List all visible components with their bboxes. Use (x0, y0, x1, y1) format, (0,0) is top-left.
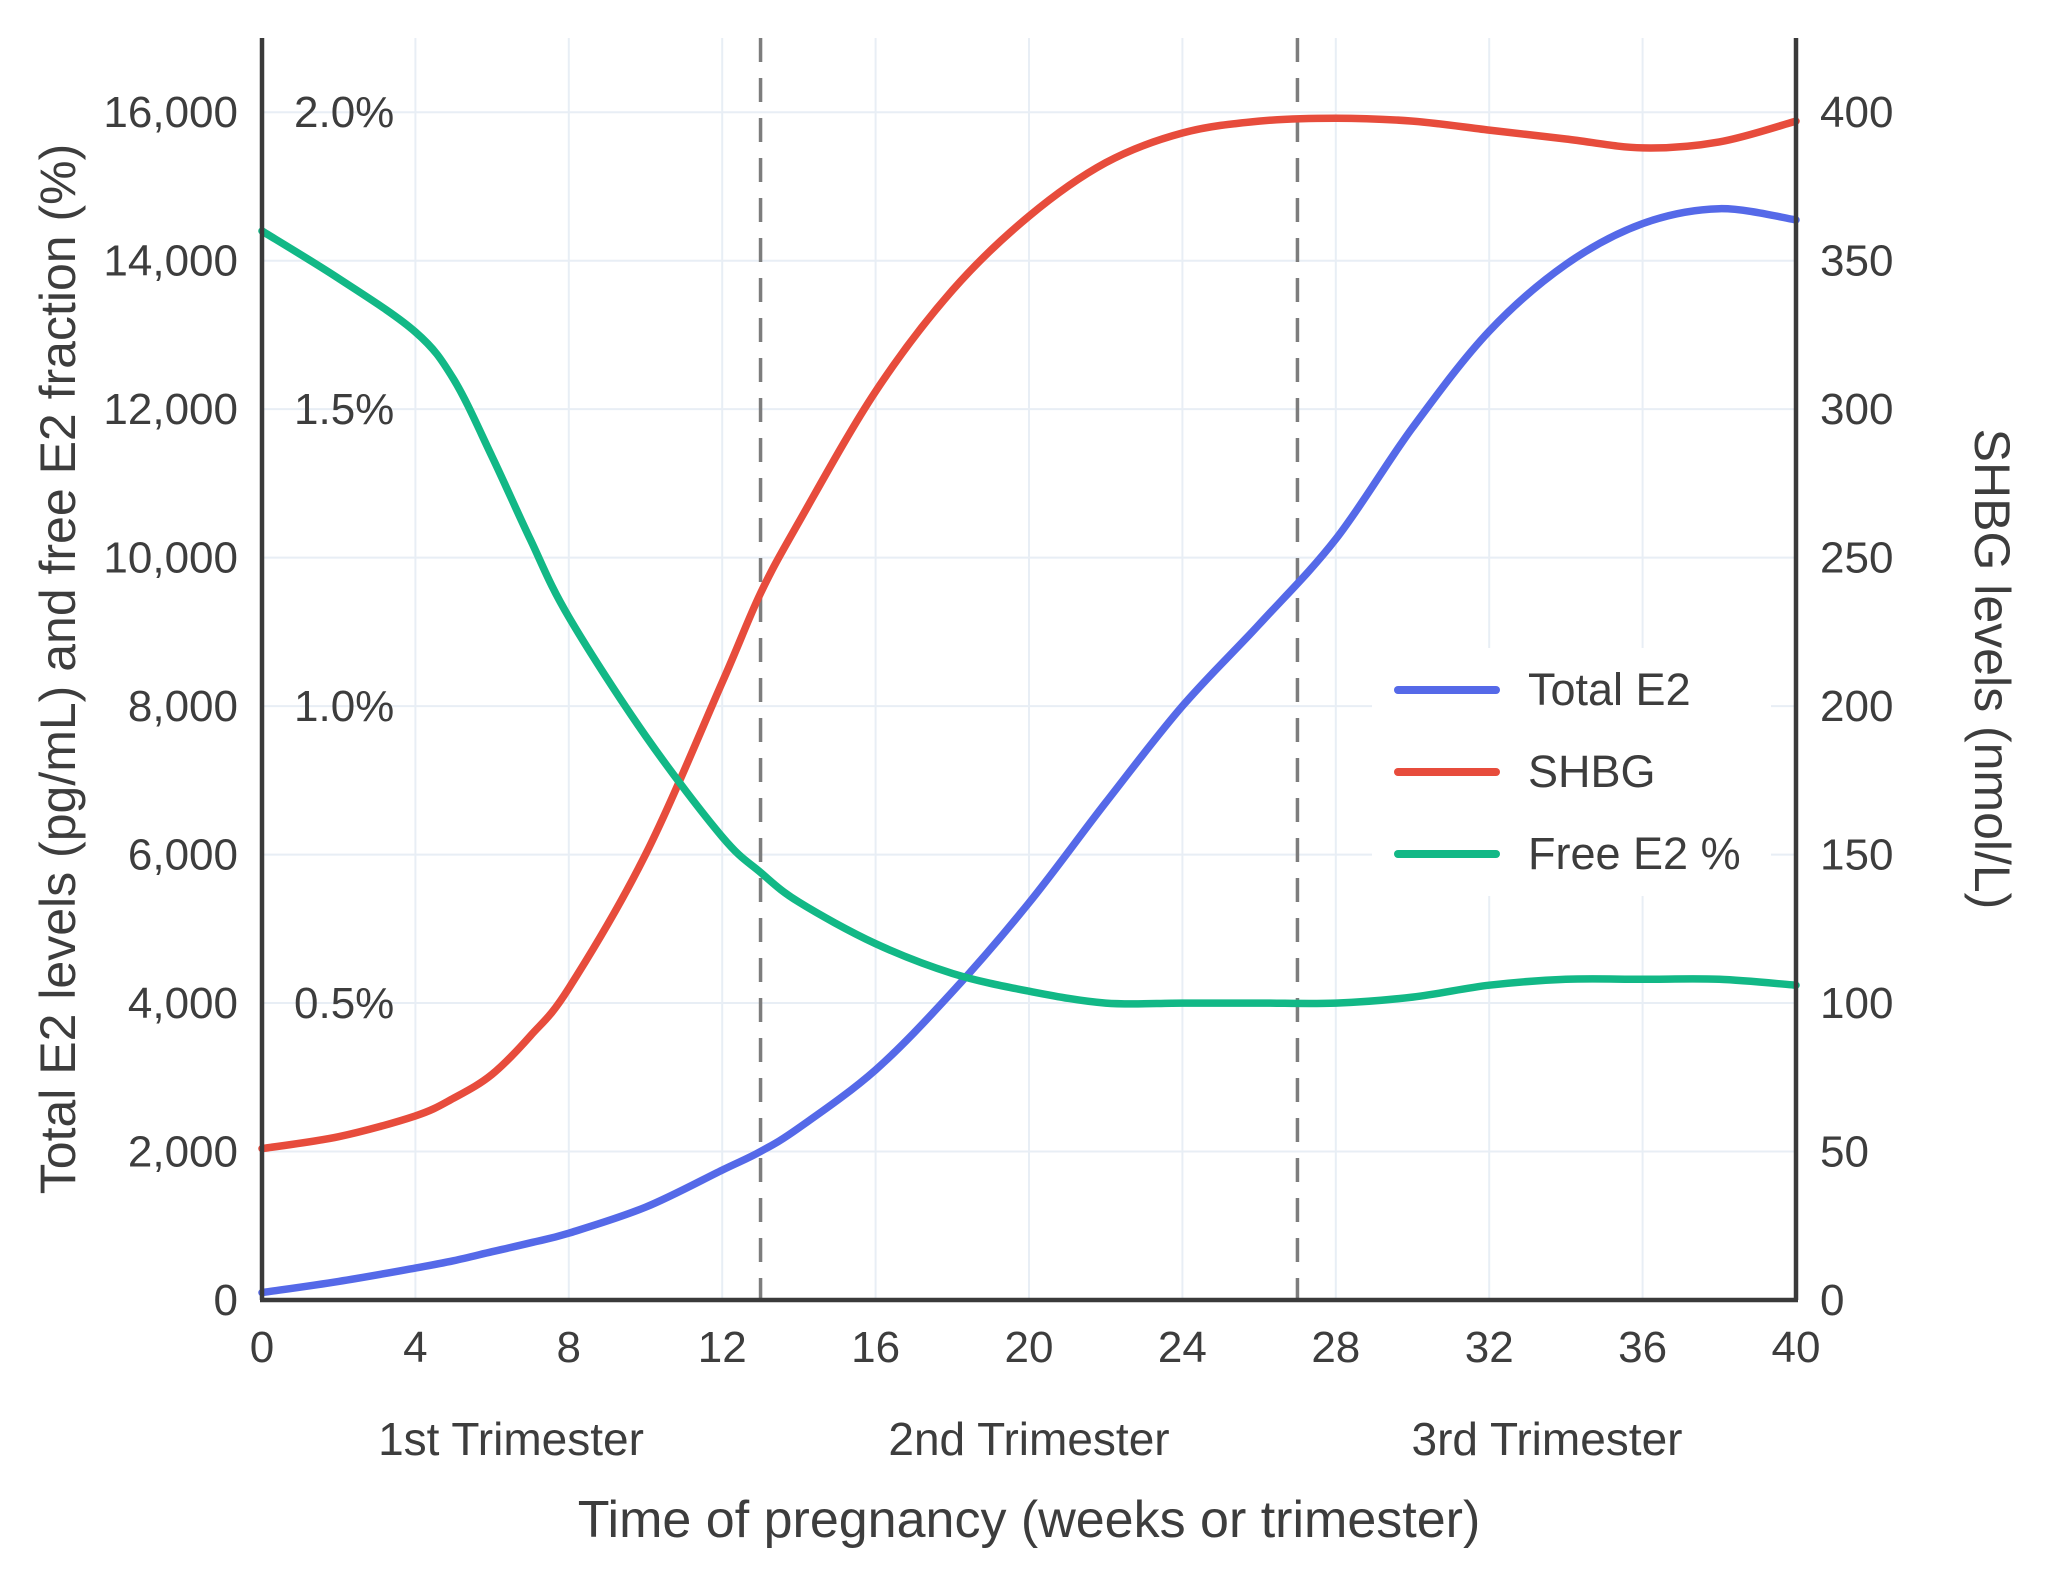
y-axis-title-right: SHBG levels (nmol/L) (1964, 428, 2020, 910)
trimester-label-1: 1st Trimester (378, 1413, 644, 1465)
trimester-label-2: 2nd Trimester (888, 1413, 1170, 1465)
y-tick-label-right: 50 (1820, 1128, 1869, 1177)
legend-label: SHBG (1528, 746, 1656, 797)
y-tick-label-right: 0 (1820, 1276, 1844, 1325)
legend-item-free-e2: Free E2 % (1394, 828, 1741, 880)
y-tick-label-right: 100 (1820, 979, 1893, 1028)
y-tick-label-left: 4,000 (128, 979, 238, 1028)
x-tick-label: 36 (1618, 1323, 1667, 1372)
series-line-shbg (258, 114, 1800, 1153)
x-tick-label: 4 (403, 1323, 427, 1372)
y-tick-label-right: 300 (1820, 385, 1893, 434)
y-tick-label-right: 250 (1820, 534, 1893, 583)
x-tick-label: 24 (1158, 1323, 1207, 1372)
y-tick-label-left: 12,000 (103, 385, 238, 434)
y-tick-label-right: 350 (1820, 237, 1893, 286)
percent-tick-label: 0.5% (294, 979, 394, 1028)
y-tick-label-left: 10,000 (103, 534, 238, 583)
y-tick-label-right: 150 (1820, 831, 1893, 880)
y-tick-label-left: 6,000 (128, 831, 238, 880)
shbg-line-swatch (1394, 768, 1500, 776)
x-axis-title: Time of pregnancy (weeks or trimester) (577, 1491, 1481, 1549)
legend-label: Free E2 % (1528, 828, 1741, 879)
x-tick-label: 32 (1465, 1323, 1514, 1372)
series-line-free-e2- (258, 227, 1800, 1008)
legend-item-shbg: SHBG (1394, 746, 1741, 798)
y-tick-label-left: 16,000 (103, 88, 238, 137)
y-tick-label-right: 400 (1820, 88, 1893, 137)
legend: Total E2 SHBG Free E2 % (1372, 648, 1771, 896)
y-tick-label-right: 200 (1820, 682, 1893, 731)
total-e2-line-swatch (1394, 686, 1500, 694)
x-tick-label: 16 (851, 1323, 900, 1372)
y-tick-label-left: 14,000 (103, 237, 238, 286)
percent-tick-label: 1.5% (294, 385, 394, 434)
y-axis-title-left: Total E2 levels (pg/mL) and free E2 frac… (30, 143, 86, 1195)
x-tick-label: 20 (1005, 1323, 1054, 1372)
y-tick-label-left: 8,000 (128, 682, 238, 731)
x-tick-label: 28 (1311, 1323, 1360, 1372)
trimester-label-3: 3rd Trimester (1411, 1413, 1683, 1465)
series-line-total-e2 (258, 204, 1800, 1297)
legend-label: Total E2 (1528, 664, 1691, 715)
x-tick-label: 40 (1772, 1323, 1821, 1372)
free-e2-line-swatch (1394, 850, 1500, 858)
x-tick-label: 12 (698, 1323, 747, 1372)
y-tick-label-left: 2,000 (128, 1128, 238, 1177)
y-tick-label-left: 0 (214, 1276, 238, 1325)
x-tick-label: 0 (250, 1323, 274, 1372)
percent-tick-label: 2.0% (294, 88, 394, 137)
percent-tick-label: 1.0% (294, 682, 394, 731)
x-tick-label: 8 (557, 1323, 581, 1372)
legend-item-total-e2: Total E2 (1394, 664, 1741, 716)
